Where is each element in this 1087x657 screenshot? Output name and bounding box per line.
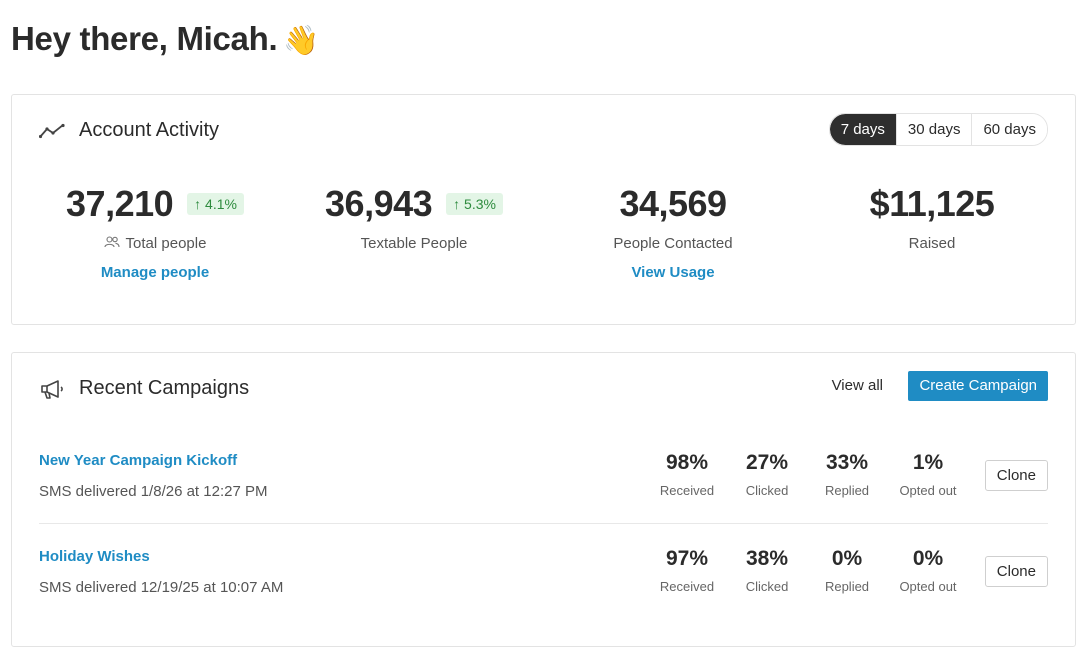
metric-clicked: 27% Clicked bbox=[727, 451, 807, 498]
metric-value: 27% bbox=[745, 451, 789, 474]
people-icon bbox=[103, 235, 120, 252]
greeting-text: Hey there, Micah. bbox=[11, 20, 278, 57]
campaign-row: New Year Campaign Kickoff SMS delivered … bbox=[39, 428, 1048, 524]
stat-label: Textable People bbox=[360, 235, 468, 252]
stat-delta-badge: ↑ 5.3% bbox=[446, 193, 503, 215]
stat-delta-badge: ↑ 4.1% bbox=[187, 193, 244, 215]
stat-label-text: Total people bbox=[125, 235, 207, 252]
metric-value: 98% bbox=[665, 451, 709, 474]
megaphone-icon bbox=[39, 378, 65, 400]
metric-replied: 33% Replied bbox=[807, 451, 887, 498]
waving-hand-icon: 👋 bbox=[283, 25, 320, 57]
recent-campaigns-title: Recent Campaigns bbox=[79, 377, 250, 399]
metric-label: Clicked bbox=[745, 579, 789, 594]
clone-button[interactable]: Clone bbox=[984, 556, 1048, 587]
metric-value: 0% bbox=[831, 547, 863, 570]
metric-received: 98% Received bbox=[647, 451, 727, 498]
metric-value: 33% bbox=[825, 451, 869, 474]
range-selector: 7 days 30 days 60 days bbox=[828, 113, 1048, 146]
metric-value: 0% bbox=[912, 547, 944, 570]
campaign-name-link[interactable]: Holiday Wishes bbox=[39, 548, 150, 565]
stat-value: 34,569 bbox=[619, 183, 727, 224]
stat-people-contacted: 34,569 People Contacted View Usage bbox=[543, 183, 803, 281]
recent-campaigns-card: Recent Campaigns View all Create Campaig… bbox=[11, 352, 1076, 647]
campaign-delivery-info: SMS delivered 1/8/26 at 12:27 PM bbox=[39, 483, 268, 500]
metric-value: 97% bbox=[665, 547, 709, 570]
stat-label: People Contacted bbox=[613, 235, 733, 252]
stat-value: $11,125 bbox=[869, 183, 995, 224]
account-activity-card: Account Activity 7 days 30 days 60 days … bbox=[11, 94, 1076, 325]
page-title: Hey there, Micah. 👋 bbox=[11, 20, 319, 58]
metric-label: Replied bbox=[824, 579, 870, 594]
metric-label: Received bbox=[659, 483, 715, 498]
account-activity-title: Account Activity bbox=[79, 119, 220, 141]
campaign-delivery-info: SMS delivered 12/19/25 at 10:07 AM bbox=[39, 579, 284, 596]
range-tab-60-days[interactable]: 60 days bbox=[971, 114, 1047, 145]
stat-label: Total people bbox=[103, 235, 207, 252]
create-campaign-button[interactable]: Create Campaign bbox=[908, 371, 1048, 401]
stat-value: 37,210 bbox=[66, 183, 174, 224]
range-tab-7-days[interactable]: 7 days bbox=[829, 114, 896, 145]
stat-textable-people: 36,943 ↑ 5.3% Textable People bbox=[284, 183, 544, 252]
campaign-name-link[interactable]: New Year Campaign Kickoff bbox=[39, 452, 238, 469]
metric-label: Opted out bbox=[899, 483, 957, 498]
metric-opted-out: 1% Opted out bbox=[888, 451, 968, 498]
clone-button[interactable]: Clone bbox=[984, 460, 1048, 491]
metric-clicked: 38% Clicked bbox=[727, 547, 807, 594]
stat-raised: $11,125 Raised bbox=[802, 183, 1062, 252]
metric-opted-out: 0% Opted out bbox=[888, 547, 968, 594]
recent-campaigns-header: Recent Campaigns bbox=[39, 377, 249, 400]
campaign-row: Holiday Wishes SMS delivered 12/19/25 at… bbox=[39, 524, 1048, 620]
view-usage-link[interactable]: View Usage bbox=[631, 264, 715, 281]
account-activity-header: Account Activity bbox=[39, 119, 219, 142]
view-all-link[interactable]: View all bbox=[831, 377, 883, 394]
line-chart-icon bbox=[39, 123, 65, 139]
range-tab-30-days[interactable]: 30 days bbox=[895, 114, 972, 145]
manage-people-link[interactable]: Manage people bbox=[100, 264, 210, 281]
metric-label: Replied bbox=[824, 483, 870, 498]
metric-replied: 0% Replied bbox=[807, 547, 887, 594]
metric-value: 38% bbox=[745, 547, 789, 570]
stat-total-people: 37,210 ↑ 4.1% Total people Manage people bbox=[25, 183, 285, 281]
metric-label: Opted out bbox=[899, 579, 957, 594]
metric-value: 1% bbox=[912, 451, 944, 474]
metric-label: Clicked bbox=[745, 483, 789, 498]
metric-received: 97% Received bbox=[647, 547, 727, 594]
stat-label: Raised bbox=[908, 235, 956, 252]
stat-value: 36,943 bbox=[325, 183, 433, 224]
metric-label: Received bbox=[659, 579, 715, 594]
